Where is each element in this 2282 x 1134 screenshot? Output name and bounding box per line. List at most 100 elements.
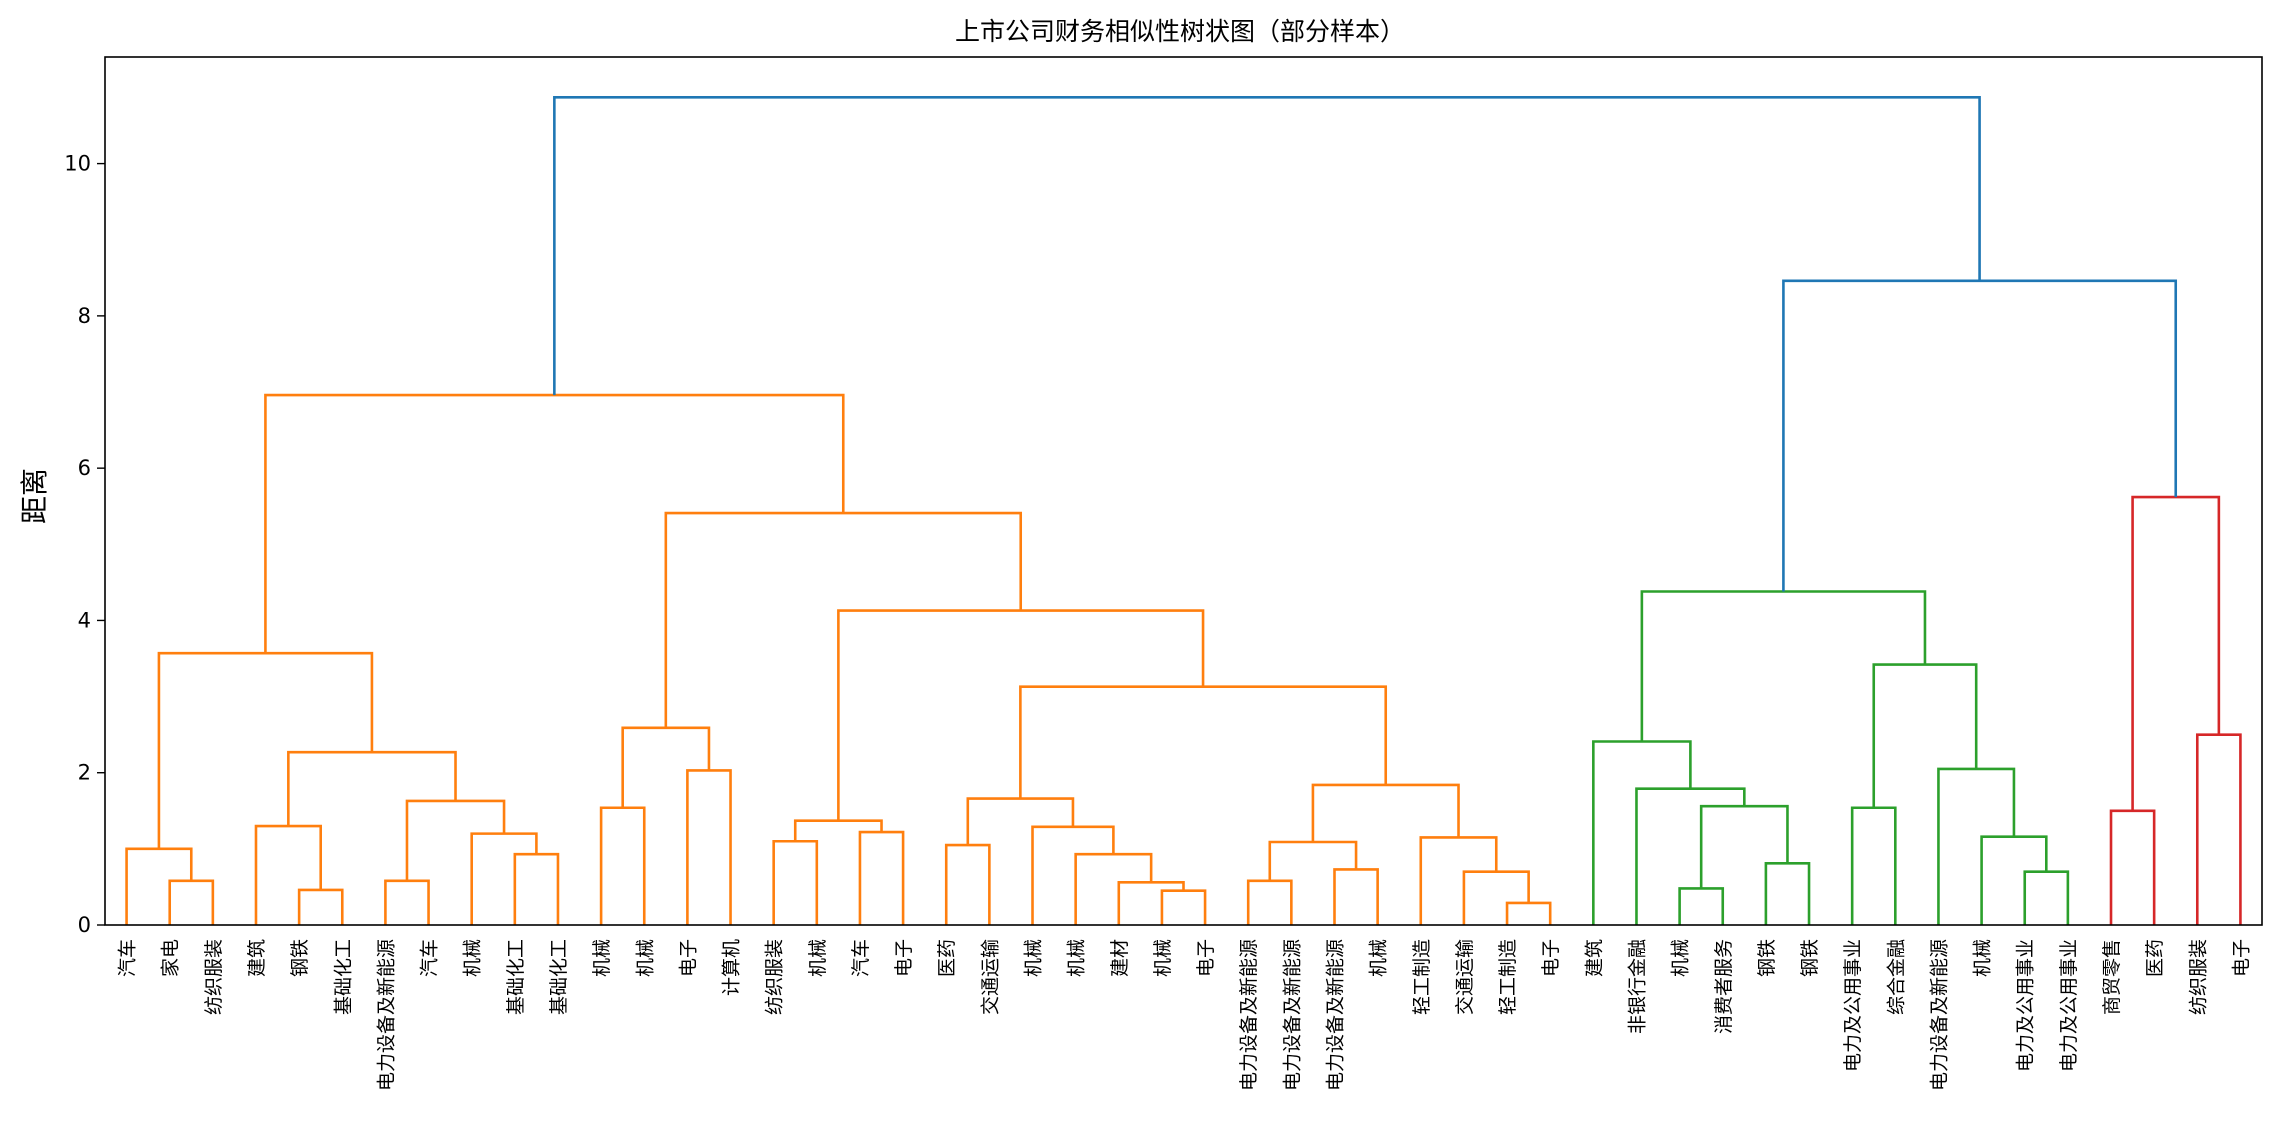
dendrogram-link	[405, 799, 506, 881]
leaf-label: 纺织服装	[2187, 939, 2209, 1015]
leaf-label: 电子	[1195, 939, 1217, 977]
dendrogram-link	[1640, 590, 1927, 742]
dendrogram-link	[1419, 836, 1498, 925]
dendrogram-link	[858, 830, 905, 925]
leaf-label: 汽车	[419, 939, 441, 977]
leaf-label: 非银行金融	[1626, 939, 1648, 1034]
leaf-label: 交通运输	[979, 939, 1001, 1015]
dendrogram-link	[513, 852, 560, 925]
leaf-label: 电力及公用事业	[1842, 939, 1864, 1072]
dendrogram-link	[1764, 862, 1811, 925]
leaf-label: 商贸零售	[2101, 939, 2123, 1015]
dendrogram-link	[287, 750, 457, 827]
y-tick-label: 6	[78, 456, 91, 480]
leaf-label: 电子	[1540, 939, 1562, 977]
leaf-label: 轻工制造	[1497, 939, 1519, 1015]
dendrogram-link	[1592, 740, 1692, 925]
dendrogram-link	[772, 839, 819, 925]
leaf-label: 机械	[1972, 939, 1994, 977]
dendrogram-link	[157, 651, 374, 849]
dendrogram-link	[1462, 870, 1530, 925]
dendrogram-link	[1872, 663, 1978, 808]
leaf-label: 消费者服务	[1713, 939, 1735, 1034]
leaf-label: 机械	[1066, 939, 1088, 977]
dendrogram-link	[1019, 685, 1388, 799]
leaf-label: 机械	[807, 939, 829, 977]
dendrogram-link	[297, 888, 344, 925]
leaf-label: 家电	[160, 939, 182, 977]
leaf-label: 电力及公用事业	[2058, 939, 2080, 1072]
y-axis: 0 2 4 6 8 10	[64, 152, 105, 937]
leaf-label: 电力设备及新能源	[1238, 939, 1260, 1091]
leaf-label: 机械	[1152, 939, 1174, 977]
dendrogram-link	[793, 819, 883, 842]
leaf-label: 电力设备及新能源	[1928, 939, 1950, 1091]
dendrogram-link	[1699, 804, 1789, 889]
leaf-label: 建材	[1109, 939, 1131, 977]
leaf-label: 纺织服装	[764, 939, 786, 1015]
dendrogram-link	[1160, 889, 1207, 925]
leaf-label: 基础化工	[505, 939, 527, 1015]
leaf-label: 钢铁	[1799, 939, 1821, 977]
dendrogram-link	[1980, 835, 2048, 925]
leaf-label: 纺织服装	[203, 939, 225, 1015]
leaf-label: 电子	[893, 939, 915, 977]
dendrogram-link	[254, 824, 322, 925]
leaf-label: 综合金融	[1885, 939, 1907, 1015]
leaf-label: 汽车	[117, 939, 139, 977]
dendrogram-link	[1505, 901, 1552, 925]
leaf-label: 基础化工	[332, 939, 354, 1015]
dendrogram-link	[621, 726, 711, 808]
leaf-label: 机械	[1368, 939, 1390, 977]
leaf-label: 电子	[677, 939, 699, 977]
leaf-label: 钢铁	[289, 939, 311, 977]
dendrogram-link	[125, 847, 193, 925]
y-axis-label: 距离	[18, 468, 51, 524]
dendrogram-link	[2131, 495, 2221, 811]
dendrogram-link	[2195, 733, 2242, 925]
dendrogram-link	[1031, 825, 1115, 925]
leaf-label: 建筑	[1583, 939, 1605, 977]
dendrogram-link	[1635, 787, 1746, 925]
dendrogram-link	[686, 769, 732, 925]
y-tick-label: 0	[78, 913, 91, 937]
dendrogram-link	[966, 797, 1075, 846]
dendrogram-link	[944, 843, 991, 925]
dendrogram-link	[1268, 840, 1358, 881]
dendrogram-link	[1311, 783, 1460, 843]
y-tick-label: 2	[78, 761, 91, 785]
dendrogram-link	[664, 511, 1023, 728]
leaf-label: 计算机	[721, 939, 743, 996]
x-axis-leaf-labels: 汽车 家电 纺织服装 建筑 钢铁 基础化工 电力设备及新能源 汽车 机械 基础化工 基础化工 机械 机械…	[117, 939, 2253, 1091]
dendrogram-link	[470, 832, 538, 925]
leaf-label: 电力及公用事业	[2015, 939, 2037, 1072]
leaf-label: 医药	[936, 939, 958, 977]
dendrogram-link	[2109, 809, 2156, 925]
leaf-label: 机械	[591, 939, 613, 977]
dendrogram-links	[125, 96, 2242, 925]
y-tick-label: 4	[78, 608, 91, 632]
dendrogram-link	[1333, 868, 1379, 925]
dendrogram-link	[1074, 852, 1153, 925]
dendrogram-link	[2023, 870, 2070, 925]
leaf-label: 汽车	[850, 939, 872, 977]
leaf-label: 机械	[634, 939, 656, 977]
dendrogram-link	[168, 879, 215, 925]
leaf-label: 机械	[462, 939, 484, 977]
leaf-label: 医药	[2144, 939, 2166, 977]
leaf-label: 建筑	[246, 939, 268, 977]
dendrogram-link	[1117, 881, 1185, 925]
dendrogram-link	[1850, 806, 1897, 925]
leaf-label: 机械	[1023, 939, 1045, 977]
dendrogram-link	[264, 393, 845, 654]
leaf-label: 电力设备及新能源	[375, 939, 397, 1091]
leaf-label: 基础化工	[548, 939, 570, 1015]
dendrogram-link	[599, 806, 646, 925]
dendrogram-link	[384, 879, 430, 925]
leaf-label: 交通运输	[1454, 939, 1476, 1015]
leaf-label: 钢铁	[1756, 939, 1778, 977]
leaf-label: 机械	[1670, 939, 1692, 977]
chart-title: 上市公司财务相似性树状图（部分样本）	[955, 17, 1405, 46]
leaf-label: 电力设备及新能源	[1324, 939, 1346, 1091]
